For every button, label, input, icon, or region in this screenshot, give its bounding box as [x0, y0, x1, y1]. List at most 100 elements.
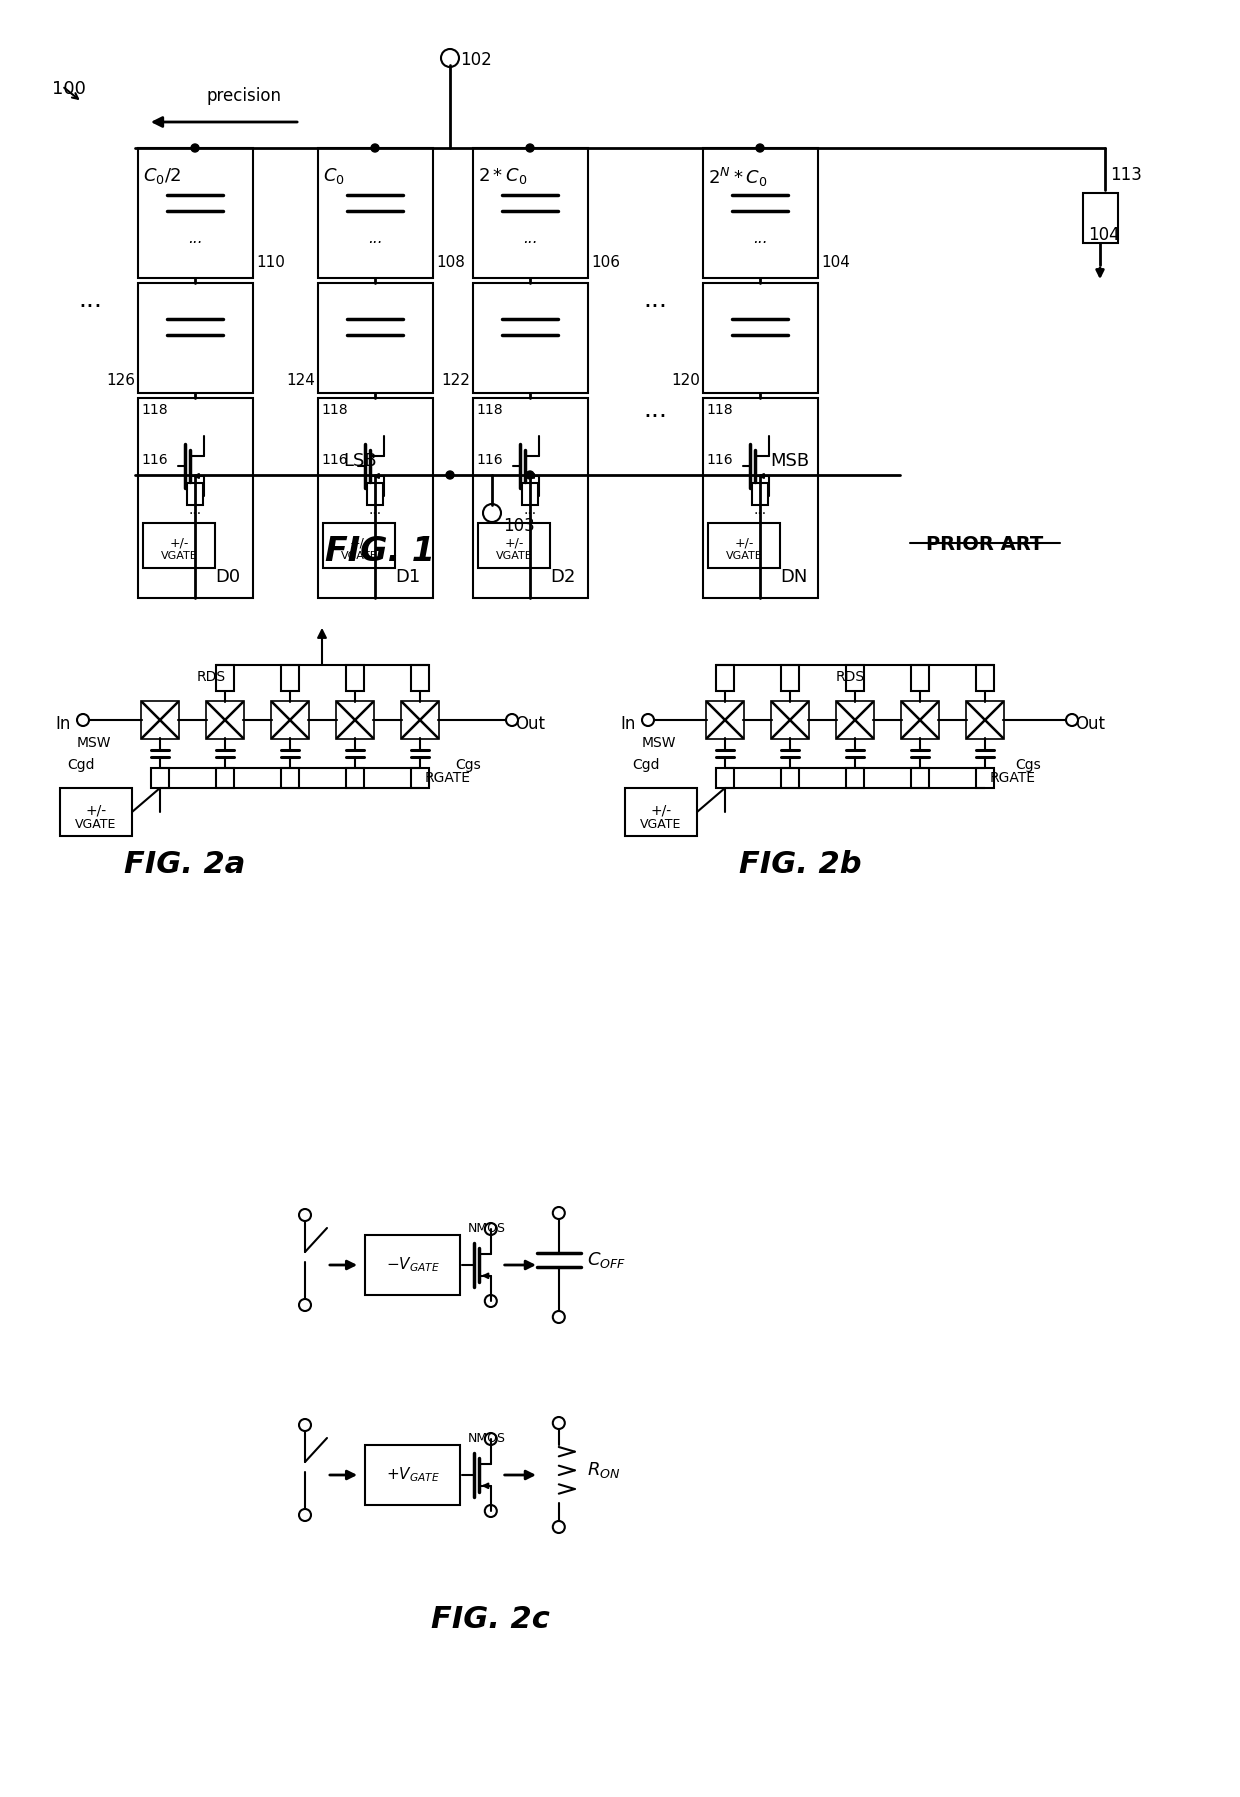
Bar [138, 397, 253, 598]
Text: VGATE: VGATE [76, 818, 117, 830]
Text: D2: D2 [551, 568, 575, 586]
Text: 103: 103 [503, 518, 534, 536]
Text: D1: D1 [396, 568, 420, 586]
Text: ...: ... [368, 503, 382, 518]
Text: +/-: +/- [170, 537, 188, 550]
Bar [151, 767, 169, 789]
Text: 126: 126 [105, 374, 135, 388]
Text: VGATE: VGATE [341, 552, 377, 561]
Text: 106: 106 [591, 255, 620, 270]
Text: ...: ... [188, 503, 202, 518]
Bar [281, 767, 299, 789]
Text: ...: ... [753, 230, 768, 246]
Bar [472, 397, 588, 598]
Text: MSB: MSB [770, 453, 810, 471]
Text: Cgs: Cgs [455, 758, 481, 773]
Bar [846, 665, 864, 692]
Text: 116: 116 [141, 453, 167, 467]
Text: RDS: RDS [836, 670, 864, 685]
Text: 110: 110 [255, 255, 285, 270]
Circle shape [299, 1509, 311, 1520]
Text: Out: Out [1075, 715, 1105, 733]
Bar [216, 767, 234, 789]
Bar [1083, 192, 1118, 243]
Bar [477, 523, 551, 568]
Circle shape [553, 1520, 564, 1533]
Circle shape [1066, 713, 1078, 726]
Text: DN: DN [780, 568, 807, 586]
Circle shape [553, 1312, 564, 1323]
Bar [976, 665, 994, 692]
Bar [281, 665, 299, 692]
Text: NMOS: NMOS [467, 1222, 506, 1235]
Bar [901, 701, 939, 739]
Text: $2^N*C_0$: $2^N*C_0$ [708, 165, 768, 189]
Text: 118: 118 [476, 403, 502, 417]
Text: RDS: RDS [197, 670, 226, 685]
Text: ...: ... [644, 397, 667, 422]
Bar [401, 701, 439, 739]
Circle shape [506, 713, 518, 726]
Bar [60, 789, 131, 836]
Text: 108: 108 [436, 255, 465, 270]
Text: 104: 104 [1087, 226, 1120, 244]
Bar [317, 397, 433, 598]
Text: 116: 116 [706, 453, 733, 467]
Text: D0: D0 [215, 568, 241, 586]
Text: ...: ... [368, 230, 382, 246]
Text: $+V_{GATE}$: $+V_{GATE}$ [386, 1466, 439, 1484]
Circle shape [642, 713, 653, 726]
Bar [715, 767, 734, 789]
Text: 118: 118 [706, 403, 733, 417]
Text: MSW: MSW [642, 737, 677, 749]
Bar [317, 147, 433, 279]
Bar [365, 1445, 460, 1506]
Text: Out: Out [515, 715, 546, 733]
Text: ...: ... [754, 503, 766, 518]
Text: ...: ... [187, 230, 202, 246]
Text: In: In [55, 715, 71, 733]
Circle shape [485, 1506, 497, 1517]
Bar [410, 665, 429, 692]
Bar [781, 665, 799, 692]
Text: FIG. 2b: FIG. 2b [739, 850, 862, 879]
Circle shape [446, 471, 454, 480]
Text: 100: 100 [52, 81, 86, 99]
Circle shape [485, 1224, 497, 1235]
Bar [138, 147, 253, 279]
Circle shape [526, 471, 534, 480]
Text: 120: 120 [671, 374, 701, 388]
Text: $2*C_0$: $2*C_0$ [477, 165, 527, 187]
Text: $C_{OFF}$: $C_{OFF}$ [587, 1251, 626, 1270]
Bar [708, 523, 780, 568]
Text: +/-: +/- [734, 537, 754, 550]
Text: VGATE: VGATE [161, 552, 197, 561]
Bar [322, 523, 396, 568]
Text: RGATE: RGATE [990, 771, 1035, 785]
Bar [272, 701, 309, 739]
Bar [187, 483, 203, 505]
Text: 116: 116 [476, 453, 502, 467]
Bar [216, 665, 234, 692]
Text: 102: 102 [460, 50, 492, 68]
Text: 113: 113 [1110, 165, 1142, 183]
Bar [143, 523, 215, 568]
Circle shape [553, 1418, 564, 1429]
Text: Cgd: Cgd [632, 758, 660, 773]
Text: +/-: +/- [86, 803, 107, 818]
Text: +/-: +/- [350, 537, 368, 550]
Circle shape [191, 144, 198, 153]
Text: PRIOR ART: PRIOR ART [926, 536, 1044, 553]
Bar [625, 789, 697, 836]
Text: VGATE: VGATE [725, 552, 763, 561]
Text: In: In [620, 715, 635, 733]
Text: precision: precision [207, 86, 281, 104]
Bar [138, 282, 253, 394]
Bar [703, 282, 818, 394]
Text: 124: 124 [286, 374, 315, 388]
Bar [141, 701, 179, 739]
Circle shape [756, 144, 764, 153]
Circle shape [553, 1208, 564, 1218]
Text: $R_{ON}$: $R_{ON}$ [587, 1459, 620, 1481]
Text: 122: 122 [441, 374, 470, 388]
